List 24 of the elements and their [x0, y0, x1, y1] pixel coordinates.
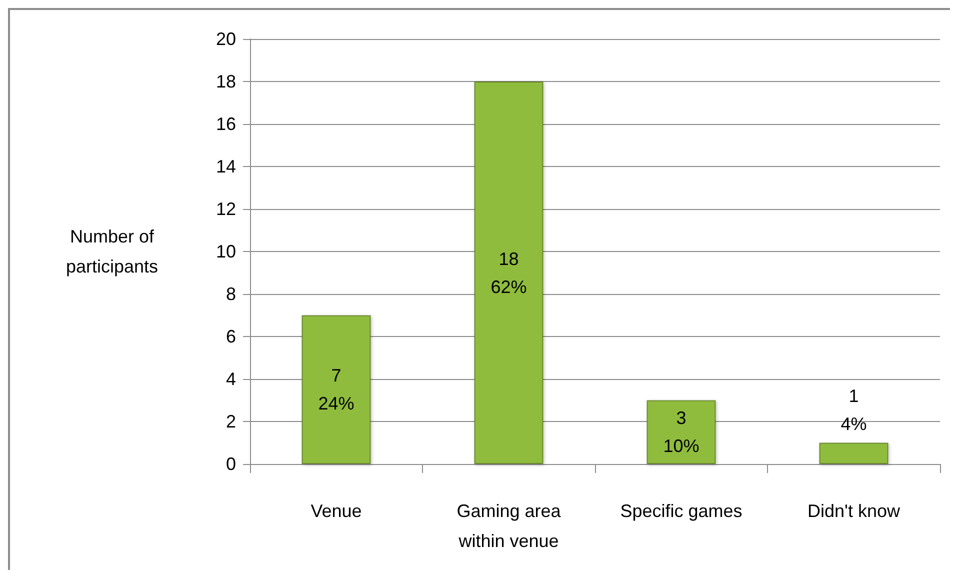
x-tick-label: Specific games: [620, 501, 742, 521]
y-tick-label: 0: [226, 454, 236, 474]
x-tick-label: Gaming area within venue: [456, 501, 562, 551]
y-axis-title: Number of participants: [66, 226, 158, 276]
y-tick-label: 16: [216, 114, 236, 134]
data-label: 1 4%: [840, 386, 867, 434]
y-tick-label: 18: [216, 72, 236, 92]
x-tick-label: Didn't know: [808, 501, 901, 521]
bar: [302, 315, 371, 464]
y-tick-label: 10: [216, 242, 236, 262]
data-label: 3 10%: [663, 408, 700, 456]
y-tick-label: 2: [226, 412, 236, 432]
bar: [474, 82, 544, 464]
y-tick-label: 12: [216, 199, 236, 219]
y-tick-label: 20: [216, 29, 236, 49]
bar: [646, 400, 716, 464]
y-tick-label: 8: [226, 284, 236, 304]
data-label: 18 62%: [490, 248, 527, 297]
bar: [819, 442, 888, 464]
y-tick-label: 4: [226, 369, 236, 389]
data-label: 7 24%: [318, 366, 354, 414]
y-tick-label: 6: [226, 326, 236, 346]
x-tick-label: Venue: [310, 501, 362, 521]
y-tick-label: 14: [216, 156, 236, 176]
